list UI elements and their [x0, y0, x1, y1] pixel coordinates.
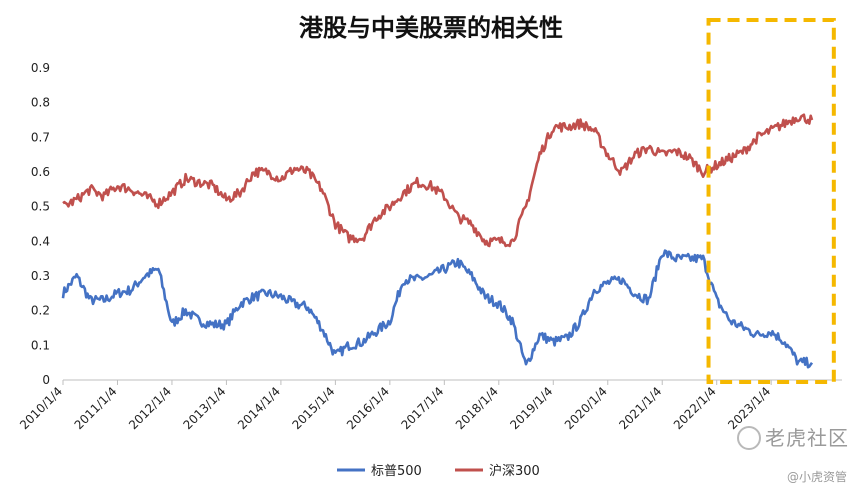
x-axis-ticks: 2010/1/4 2011/1/4 2012/1/4 2013/1/4 2014/1/4… — [17, 380, 773, 432]
legend-label-1: 沪深300 — [489, 463, 540, 479]
chart-legend: 标普500 沪深300 — [337, 463, 540, 479]
x-tick-label: 2019/1/4 — [507, 384, 555, 432]
y-tick-label: 0.3 — [31, 269, 50, 283]
y-tick-label: 0.5 — [31, 200, 50, 214]
y-tick-label: 0 — [42, 373, 50, 387]
highlight-box — [706, 18, 836, 384]
x-tick-label: 2021/1/4 — [616, 384, 664, 432]
y-axis-ticks: 0 0.1 0.2 0.3 0.4 0.5 0.6 0.7 0.8 0.9 — [31, 61, 50, 387]
watermark-main: 老虎社区 — [737, 422, 849, 451]
y-tick-label: 0.4 — [31, 234, 50, 248]
x-tick-label: 2014/1/4 — [235, 384, 283, 432]
series-line-0 — [61, 249, 814, 369]
x-tick-label: 2012/1/4 — [126, 384, 174, 432]
series-layer — [61, 113, 814, 369]
y-tick-label: 0.8 — [31, 96, 50, 110]
x-tick-label: 2013/1/4 — [181, 384, 229, 432]
x-tick-label: 2017/1/4 — [398, 384, 446, 432]
chart-title: 港股与中美股票的相关性 — [299, 13, 563, 42]
y-tick-label: 0.7 — [31, 130, 50, 144]
y-tick-label: 0.6 — [31, 165, 50, 179]
x-tick-label: 2015/1/4 — [289, 384, 337, 432]
legend-label-0: 标普500 — [371, 464, 422, 479]
y-tick-label: 0.1 — [31, 338, 50, 352]
x-tick-label: 2011/1/4 — [72, 384, 120, 432]
series-line-1 — [62, 113, 814, 248]
watermark-main-text: 老虎社区 — [765, 426, 849, 450]
x-tick-label: 2020/1/4 — [562, 384, 610, 432]
tiger-logo-icon — [737, 426, 761, 450]
x-tick-label: 2010/1/4 — [17, 384, 65, 432]
watermark-sub: @小虎资管 — [786, 470, 847, 484]
x-tick-label: 2022/1/4 — [671, 384, 719, 432]
x-tick-label: 2018/1/4 — [453, 384, 501, 432]
x-tick-label: 2016/1/4 — [344, 384, 392, 432]
y-tick-label: 0.2 — [31, 304, 50, 318]
y-tick-label: 0.9 — [31, 61, 50, 75]
